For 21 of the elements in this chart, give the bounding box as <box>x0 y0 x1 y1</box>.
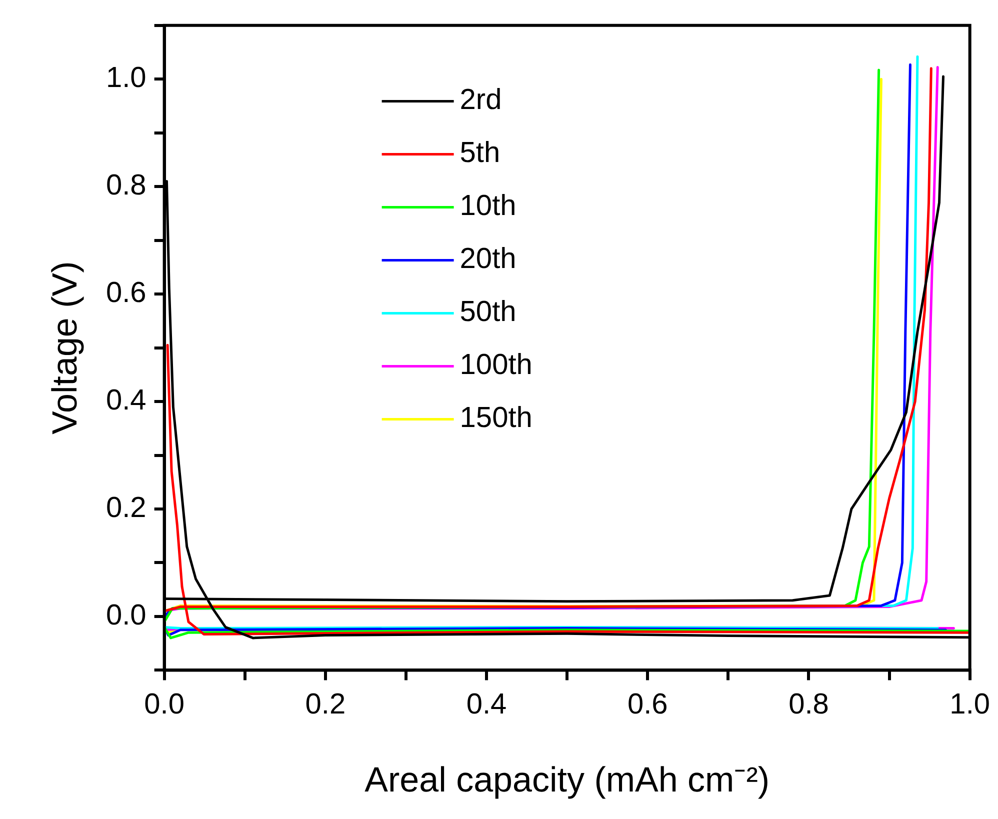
x-tick-label: 0.6 <box>627 688 668 721</box>
x-tick-label: 0.4 <box>466 688 507 721</box>
y-tick-label: 0.2 <box>106 492 146 524</box>
legend-label: 5th <box>460 137 500 170</box>
x-axis-title: Areal capacity (mAh cm⁻²) <box>364 760 770 800</box>
x-tick-label: 0.2 <box>305 688 346 721</box>
y-tick-label: 0.0 <box>106 599 146 632</box>
legend-label: 10th <box>460 190 516 222</box>
legend-label: 150th <box>460 402 532 434</box>
y-tick-label: 0.8 <box>106 170 146 202</box>
legend-label: 100th <box>460 349 532 382</box>
x-tick-label: 1.0 <box>950 688 990 721</box>
y-tick-label: 0.6 <box>106 277 146 310</box>
x-tick-label: 0.0 <box>144 688 184 721</box>
y-tick-label: 1.0 <box>106 62 146 94</box>
y-tick-label: 0.4 <box>106 384 146 417</box>
y-axis-title: Voltage (V) <box>46 261 85 434</box>
legend-label: 50th <box>460 296 516 328</box>
legend-label: 2rd <box>460 84 502 116</box>
x-tick-label: 0.8 <box>788 688 829 721</box>
legend-label: 20th <box>460 243 516 276</box>
